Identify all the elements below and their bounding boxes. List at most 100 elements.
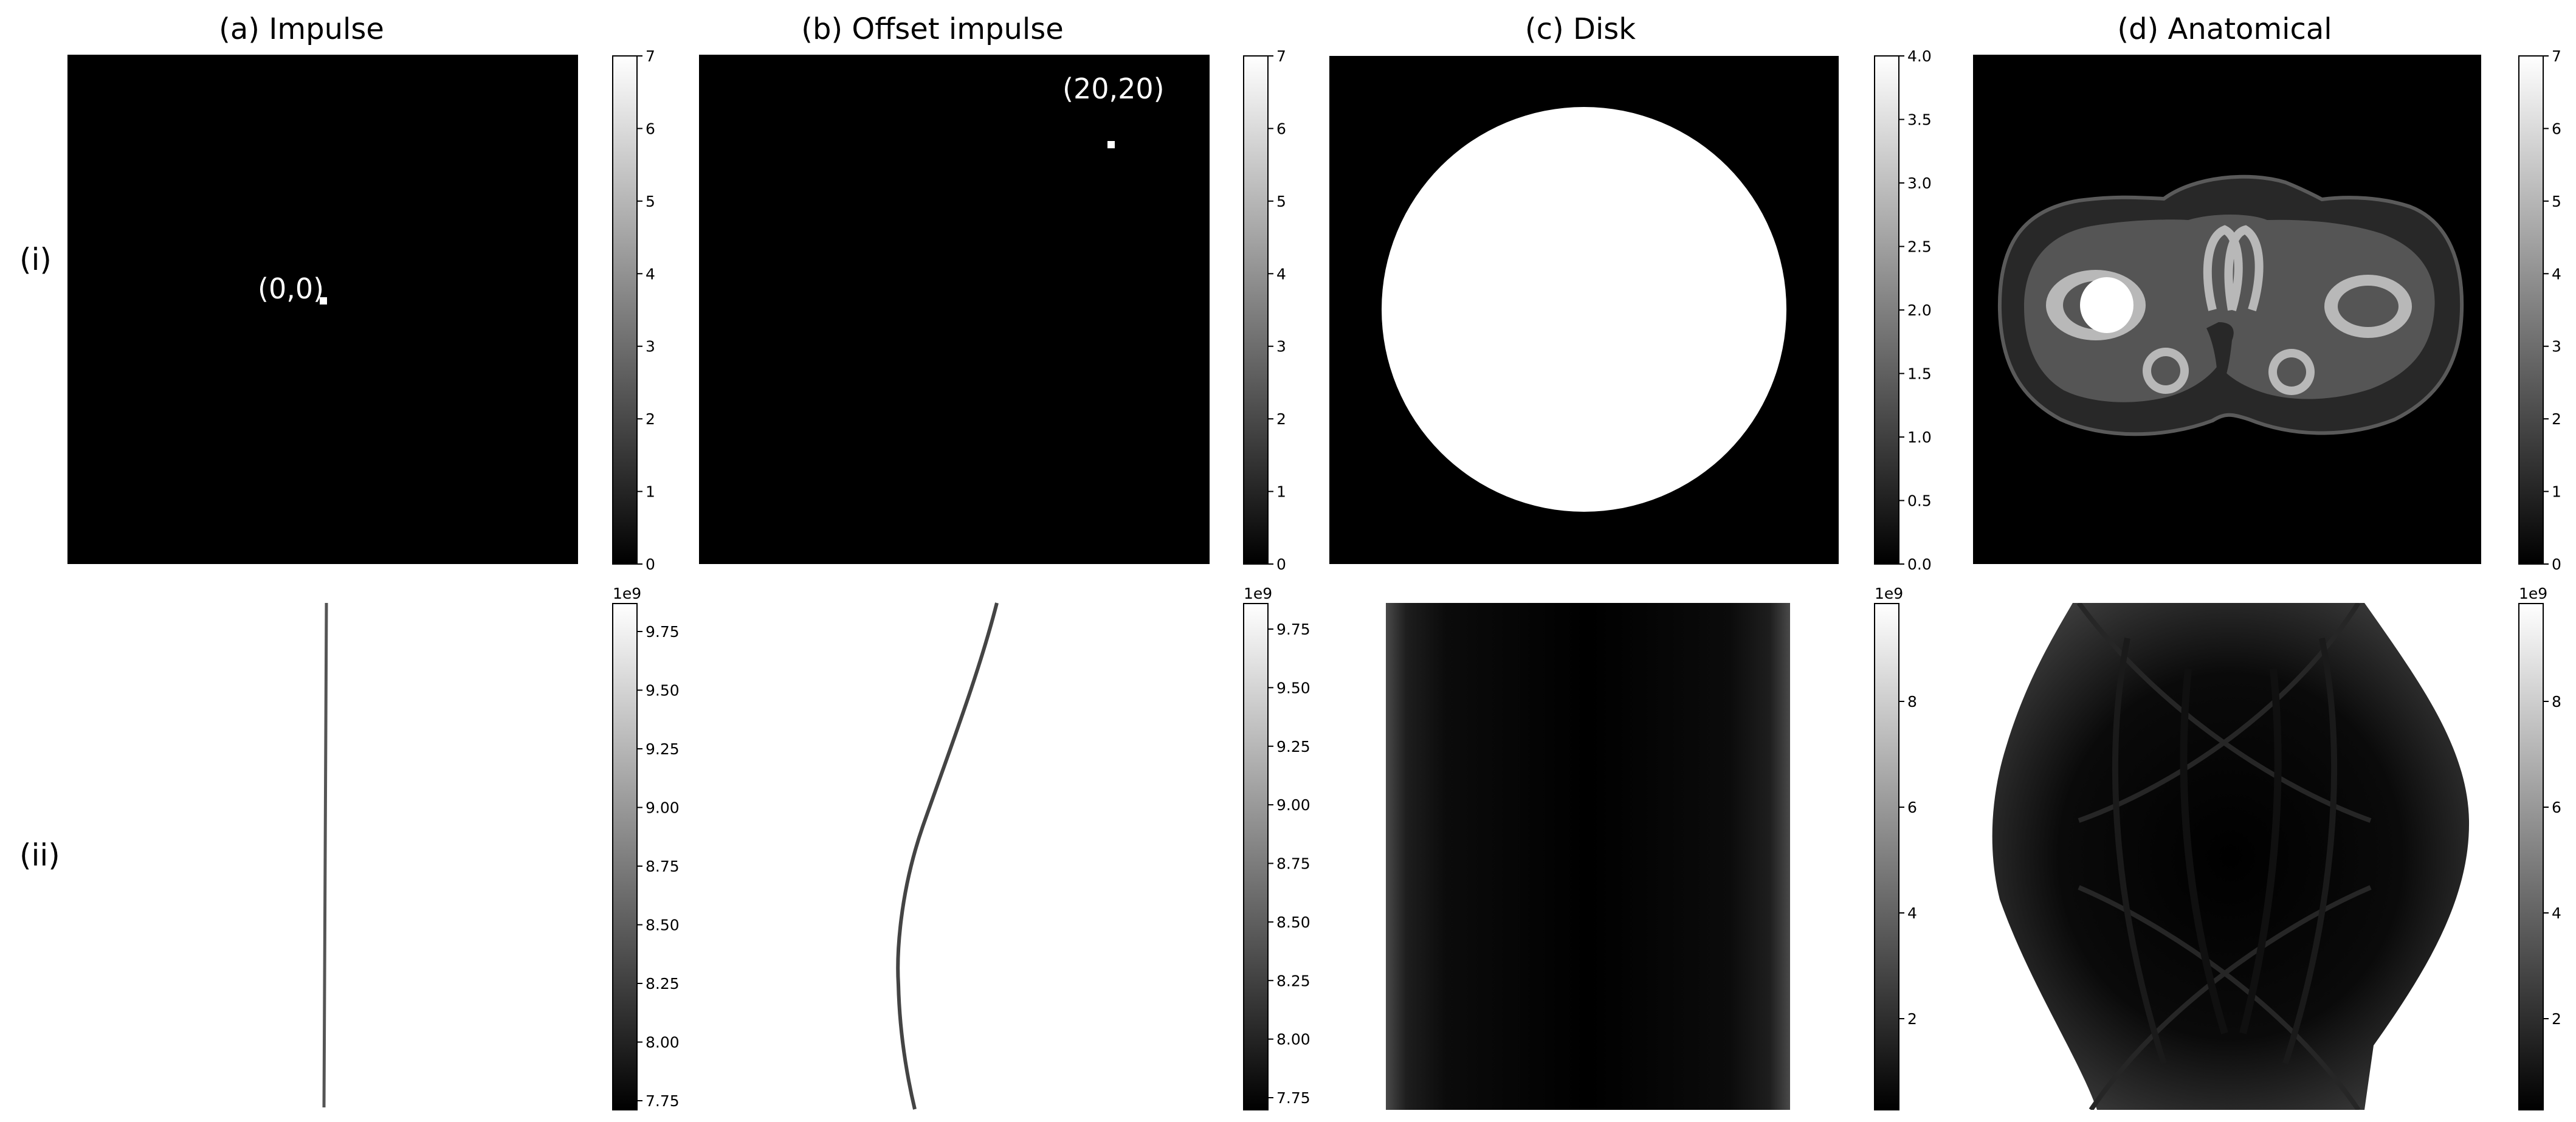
colorbar-tick-label: 9.25 — [646, 740, 680, 758]
colorbar-exponent: 1e9 — [613, 585, 641, 602]
colorbar-tick-label: 0.0 — [1907, 556, 1932, 573]
colorbar-gradient — [2518, 603, 2544, 1110]
colorbar-tick-label: 3 — [646, 338, 655, 356]
colorbar-tick-label: 2 — [1276, 410, 1286, 428]
colorbar-tick-label: 0.5 — [1907, 492, 1932, 510]
colorbar-tick-label: 6 — [646, 120, 655, 137]
row-label-ii: (ii) — [19, 838, 60, 873]
title-impulse: (a) Impulse — [219, 12, 384, 46]
impulse-sinogram-line — [322, 602, 328, 1108]
colorbars: 0 1 2 3 4 5 6 7 0 1 2 3 4 5 6 7 0.0 0.5 1.0 1.5 2.0 2.5 3.0 3.5… — [612, 47, 2561, 1110]
phantom-left-bright-spot — [2080, 277, 2133, 333]
sinogram-offset-impulse — [896, 602, 999, 1110]
colorbar-tick-label: 9.00 — [646, 799, 680, 817]
colorbar-tick-label: 3.5 — [1907, 111, 1932, 129]
colorbar-tick-label: 0 — [646, 556, 655, 573]
colorbar-tick-label: 8.25 — [646, 975, 680, 993]
colorbar-tick-label: 8.75 — [1276, 855, 1310, 873]
colorbar-gradient — [612, 603, 638, 1110]
colorbar-tick-label: 4 — [1276, 265, 1286, 283]
colorbar-tick-label: 7 — [646, 47, 655, 65]
colorbar-tick-label: 9.25 — [1276, 738, 1310, 755]
offset-impulse-point — [1107, 141, 1115, 148]
colorbar-tick-label: 4 — [646, 265, 655, 283]
colorbar-tick-label: 7 — [1276, 47, 1286, 65]
title-disk: (c) Disk — [1525, 12, 1636, 46]
colorbar-tick-label: 2 — [2552, 410, 2561, 428]
anatomical-sinogram-envelope — [1992, 603, 2470, 1110]
colorbar-a-i: 0 1 2 3 4 5 6 7 — [612, 47, 655, 573]
colorbar-tick-label: 8.00 — [646, 1034, 680, 1051]
colorbar-tick-label: 0 — [2552, 556, 2561, 573]
colorbar-tick-label: 7 — [2552, 47, 2561, 65]
offset-impulse-annotation: (20,20) — [1062, 72, 1165, 105]
image-impulse: (0,0) — [67, 55, 578, 564]
colorbar-tick-label: 4.0 — [1907, 47, 1932, 65]
colorbar-tick-label: 8.50 — [646, 917, 680, 934]
colorbar-exponent: 1e9 — [1244, 585, 1272, 602]
colorbar-tick-label: 6 — [2552, 799, 2561, 816]
sinogram-impulse — [322, 602, 328, 1108]
sinogram-disk — [1386, 603, 1790, 1110]
colorbar-tick-label: 7.75 — [646, 1092, 680, 1110]
colorbar-tick-label: 5 — [1276, 193, 1286, 210]
colorbar-tick-label: 5 — [2552, 193, 2561, 210]
colorbar-tick-label: 4 — [2552, 265, 2561, 283]
colorbar-tick-label: 2 — [646, 410, 655, 428]
colorbar-tick-label: 8.00 — [1276, 1031, 1310, 1048]
colorbar-gradient — [1874, 55, 1899, 565]
image-anatomical — [1973, 55, 2481, 564]
colorbar-gradient — [1243, 603, 1269, 1110]
colorbar-tick-label: 1 — [2552, 483, 2561, 501]
impulse-annotation: (0,0) — [258, 272, 324, 305]
colorbar-tick-label: 1.0 — [1907, 428, 1932, 446]
colorbar-b-ii: 7.75 8.00 8.25 8.50 8.75 9.00 9.25 9.50 9.75 1e9 — [1243, 585, 1310, 1110]
colorbar-tick-label: 4 — [1907, 904, 1917, 922]
title-anatomical: (d) Anatomical — [2117, 12, 2332, 46]
sinogram-anatomical — [1992, 603, 2470, 1110]
colorbar-tick-label: 7.75 — [1276, 1089, 1310, 1107]
colorbar-d-i: 0 1 2 3 4 5 6 7 — [2518, 47, 2561, 573]
colorbar-tick-label: 8 — [1907, 693, 1917, 711]
colorbar-tick-label: 9.00 — [1276, 796, 1310, 814]
colorbar-tick-label: 8.75 — [646, 858, 680, 875]
colorbar-tick-label: 8 — [2552, 693, 2561, 711]
colorbar-tick-label: 1 — [1276, 483, 1286, 501]
colorbar-tick-label: 5 — [646, 193, 655, 210]
phantom-central-structure — [2203, 225, 2264, 312]
colorbar-tick-label: 9.75 — [1276, 621, 1310, 638]
colorbar-gradient — [2518, 55, 2544, 565]
colorbar-tick-label: 2 — [2552, 1010, 2561, 1028]
colorbar-tick-label: 8.50 — [1276, 914, 1310, 931]
colorbar-exponent: 1e9 — [2519, 585, 2547, 602]
colorbar-tick-label: 1.5 — [1907, 365, 1932, 383]
colorbar-tick-label: 9.50 — [646, 682, 680, 700]
colorbar-a-ii: 7.75 8.00 8.25 8.50 8.75 9.00 9.25 9.50 9.75 1e9 — [612, 585, 680, 1110]
title-offset-impulse: (b) Offset impulse — [801, 12, 1064, 46]
disk-shape — [1382, 107, 1786, 512]
colorbar-tick-label: 4 — [2552, 904, 2561, 922]
colorbar-tick-label: 6 — [2552, 120, 2561, 137]
colorbar-exponent: 1e9 — [1875, 585, 1903, 602]
colorbar-tick-label: 9.75 — [646, 623, 680, 641]
image-disk — [1329, 56, 1839, 564]
colorbar-tick-label: 3 — [2552, 338, 2561, 356]
colorbar-gradient — [612, 55, 638, 565]
colorbar-tick-label: 6 — [1907, 799, 1917, 816]
colorbar-tick-label: 6 — [1276, 120, 1286, 137]
colorbar-gradient — [1243, 55, 1269, 565]
row-label-i: (i) — [19, 242, 52, 277]
colorbar-c-ii: 2 4 6 8 1e9 — [1874, 585, 1917, 1110]
colorbar-tick-label: 2.5 — [1907, 238, 1932, 256]
colorbar-c-i: 0.0 0.5 1.0 1.5 2.0 2.5 3.0 3.5 4.0 — [1874, 47, 1932, 573]
colorbar-tick-label: 8.25 — [1276, 972, 1310, 989]
colorbar-b-i: 0 1 2 3 4 5 6 7 — [1243, 47, 1286, 573]
colorbar-tick-label: 1 — [646, 483, 655, 501]
colorbar-tick-label: 2.0 — [1907, 301, 1932, 319]
colorbar-d-ii: 2 4 6 8 1e9 — [2518, 585, 2561, 1110]
colorbar-tick-label: 0 — [1276, 556, 1286, 573]
colorbar-tick-label: 2 — [1907, 1010, 1917, 1028]
colorbar-gradient — [1874, 603, 1899, 1110]
colorbar-tick-label: 9.50 — [1276, 679, 1310, 697]
